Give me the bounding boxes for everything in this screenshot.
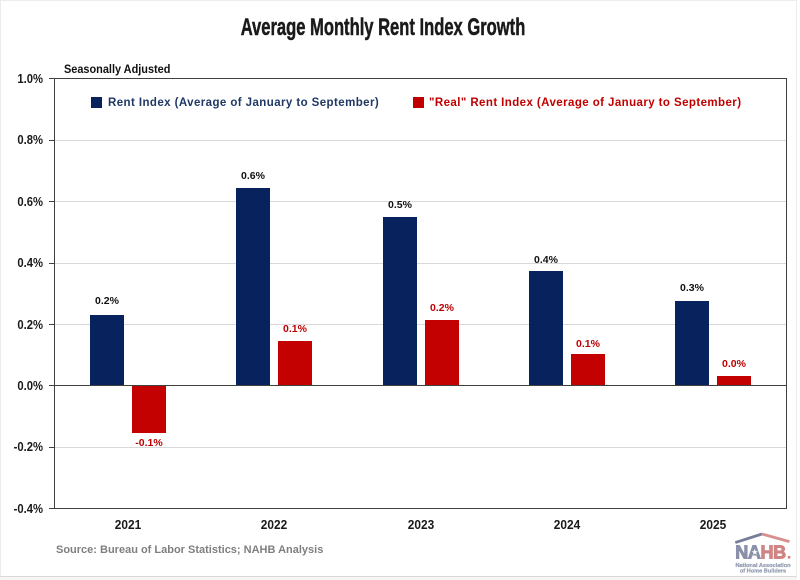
- svg-text:National Association: National Association: [735, 563, 791, 569]
- svg-text:NAHB: NAHB: [735, 543, 786, 563]
- svg-text:of Home Builders: of Home Builders: [740, 568, 786, 574]
